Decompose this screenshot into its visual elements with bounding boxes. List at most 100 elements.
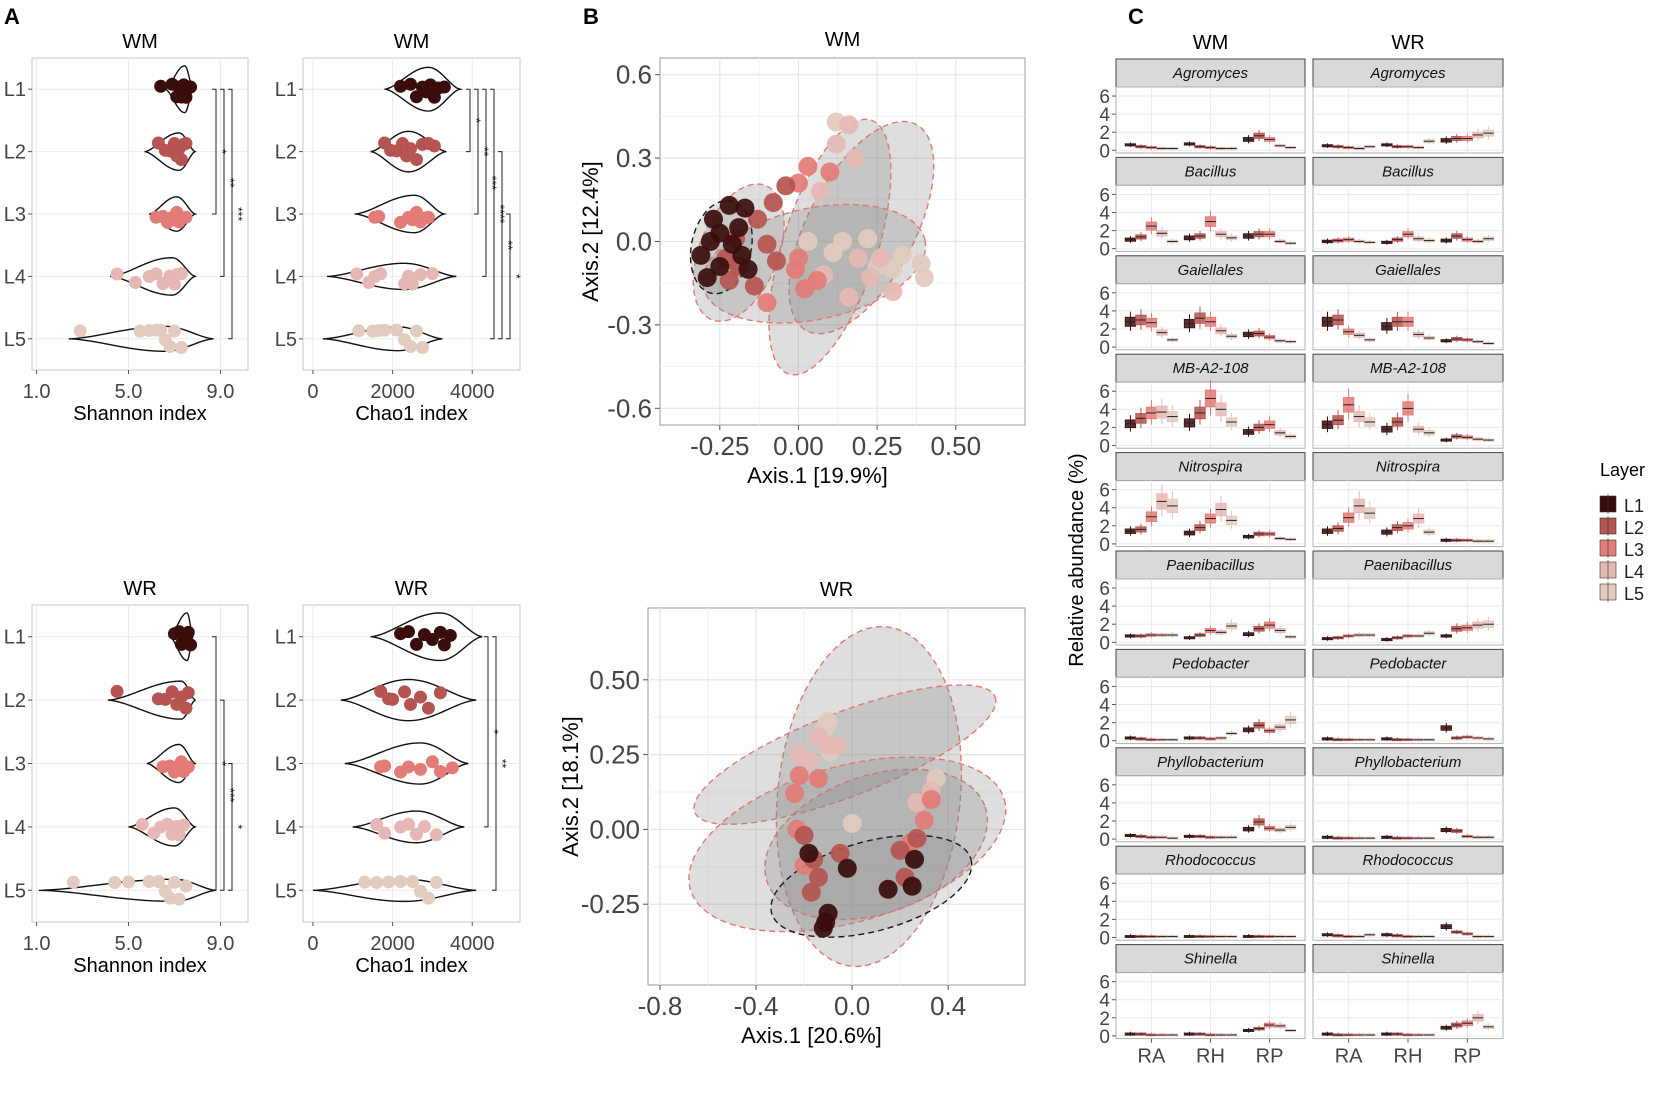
y-tick-label: L4 [275,817,297,839]
scatter-chart-B-WM: -0.25 0.00 0.25 0.50 0.6 0.3 0.0 -0.3 -0.6 WM Axis… [578,29,1026,488]
y-tick-label: 4 [1099,499,1110,520]
facet-strip-label: MB-A2-108 [1370,360,1447,377]
violin-point-L3 [378,759,392,773]
violin-point-L1 [433,625,447,639]
violin-point-L5 [174,340,188,354]
y-tick-label: L2 [4,142,26,164]
violin-L5 [68,325,214,352]
scatter-point-L4 [848,248,868,268]
facet-strip-label: Nitrospira [1376,459,1440,476]
violin-point-L5 [409,324,423,338]
violin-point-L4 [110,267,124,281]
significance-label: ** [495,759,509,769]
significance-bracket [228,763,233,891]
violin-point-L2 [433,686,447,700]
violin-point-L5 [122,875,136,889]
violin-point-L1 [409,90,423,104]
scatter-point-L3 [914,810,934,830]
x-tick-label: 2000 [370,933,415,955]
y-tick-label: 0.25 [589,740,640,770]
y-tick-label: 0 [1099,535,1110,556]
faceted-boxplot-chart: WM WRAgromyces0246AgromycesBacillus0246Ba… [1066,32,1645,1068]
violin-point-L4 [417,820,431,834]
violin-point-L5 [73,324,87,338]
y-tick-label: L2 [275,142,297,164]
y-tick-label: L4 [275,266,297,288]
x-tick-label: RH [1196,1046,1225,1068]
x-tick-label: -0.8 [638,991,683,1021]
y-tick-label: 0.6 [616,60,652,90]
x-tick-label: 9.0 [207,381,235,403]
y-tick-label: 0 [1099,436,1110,457]
scatter-point-L1 [799,843,819,863]
significance-bracket [220,88,225,277]
violin-point-L5 [66,875,80,889]
y-tick-label: L4 [4,817,26,839]
x-tick-label: 0 [307,933,318,955]
scatter-point-L2 [830,843,850,863]
y-tick-label: L1 [275,627,297,649]
scatter-point-L1 [738,259,758,279]
y-tick-label: -0.25 [581,889,640,919]
legend-label-L5: L5 [1624,584,1644,604]
scatter-point-L3 [820,162,840,182]
significance-label: **** [493,205,507,224]
facet-strip [1115,648,1306,678]
y-tick-label: 0 [1099,928,1110,949]
scatter-point-L1 [837,858,857,878]
violin-point-L3 [413,762,427,776]
y-tick-label: L5 [4,880,26,902]
y-tick-label: L5 [275,880,297,902]
scatter-point-L3 [757,293,777,313]
legend-label-L4: L4 [1624,562,1644,582]
violin-point-L5 [163,339,177,353]
x-tick-label: 1.0 [23,381,51,403]
x-tick-label: 0.25 [852,431,903,461]
y-tick-label: 4 [1099,991,1110,1012]
scatter-point-L3 [807,270,827,290]
chart-title: WR [123,578,156,600]
x-tick-label: RA [1335,1046,1363,1068]
violin-point-L5 [405,874,419,888]
scatter-point-L1 [710,257,730,277]
scatter-point-L5 [842,813,862,833]
violin-point-L1 [179,628,193,642]
y-tick-label: 0 [1099,633,1110,654]
y-tick-label: 4 [1099,892,1110,913]
y-axis-label: Relative abundance (%) [1066,453,1088,666]
facet-strip-label: Pedobacter [1370,655,1448,672]
y-tick-label: -0.3 [607,310,652,340]
scatter-point-L2 [719,270,739,290]
facet-strip [1115,944,1306,974]
y-tick-label: 0 [1099,732,1110,753]
y-tick-label: 6 [1099,776,1110,797]
scatter-point-L5 [892,245,912,265]
facet-strip [1115,255,1306,285]
scatter-chart-B-WR: -0.8 -0.4 0.0 0.4 0.50 0.25 0.00 -0.25 WR Axis.1 … [558,579,1026,1048]
y-tick-label: 4 [1099,105,1110,126]
y-tick-label: 0 [1099,141,1110,162]
violin-point-L5 [404,339,418,353]
significance-label: * [215,149,229,154]
violin-point-L5 [142,875,156,889]
confidence-ellipse-L4 [693,684,997,825]
significance-bracket [212,88,217,215]
violin-point-L5 [390,323,404,337]
y-tick-label: L1 [4,627,26,649]
facet-strip [1312,58,1504,88]
y-tick-label: 4 [1099,204,1110,225]
scatter-point-L5 [798,232,818,251]
panel-label-b: B [583,4,599,29]
y-tick-label: L1 [275,79,297,101]
scatter-point-L4 [861,268,881,288]
y-tick-label: 0.00 [589,814,640,844]
y-tick-label: 0 [1099,240,1110,261]
violin-L3 [344,742,469,785]
facet-strip [1115,550,1306,580]
y-tick-label: 2 [1099,418,1110,439]
scatter-point-L5 [858,229,878,249]
y-tick-label: 4 [1099,302,1110,323]
violin-point-L3 [433,764,447,778]
facet-strip-label: Gaiellales [1178,262,1244,279]
y-tick-label: 4 [1099,696,1110,717]
